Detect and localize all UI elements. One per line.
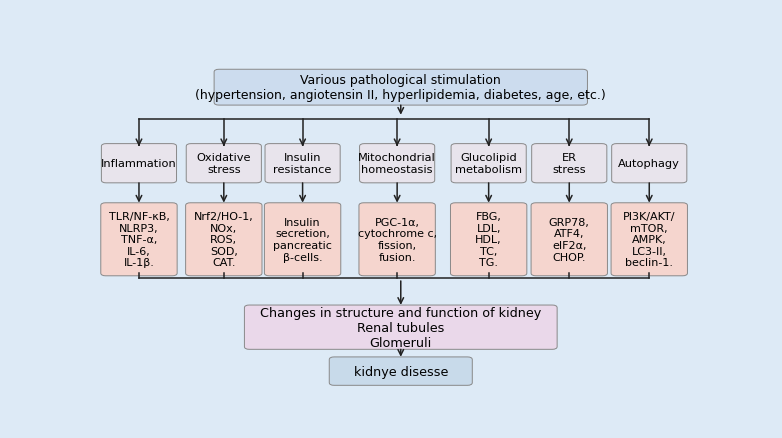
FancyBboxPatch shape bbox=[532, 144, 607, 184]
FancyBboxPatch shape bbox=[451, 144, 526, 184]
FancyBboxPatch shape bbox=[265, 144, 340, 184]
Text: Insulin
resistance: Insulin resistance bbox=[274, 153, 332, 175]
FancyBboxPatch shape bbox=[360, 144, 435, 184]
FancyBboxPatch shape bbox=[329, 357, 472, 385]
Text: GRP78,
ATF4,
eIF2α,
CHOP.: GRP78, ATF4, eIF2α, CHOP. bbox=[549, 217, 590, 262]
Text: Changes in structure and function of kidney
Renal tubules
Glomeruli: Changes in structure and function of kid… bbox=[260, 306, 541, 349]
FancyBboxPatch shape bbox=[245, 305, 557, 350]
FancyBboxPatch shape bbox=[186, 144, 261, 184]
Text: FBG,
LDL,
HDL,
TC,
TG.: FBG, LDL, HDL, TC, TG. bbox=[475, 212, 502, 268]
FancyBboxPatch shape bbox=[359, 203, 436, 276]
Text: Insulin
secretion,
pancreatic
β-cells.: Insulin secretion, pancreatic β-cells. bbox=[273, 217, 332, 262]
FancyBboxPatch shape bbox=[531, 203, 608, 276]
Text: PGC-1α,
cytochrome c,
fission,
fusion.: PGC-1α, cytochrome c, fission, fusion. bbox=[357, 217, 436, 262]
FancyBboxPatch shape bbox=[450, 203, 527, 276]
Text: PI3K/AKT/
mTOR,
AMPK,
LC3-II,
beclin-1.: PI3K/AKT/ mTOR, AMPK, LC3-II, beclin-1. bbox=[623, 212, 676, 268]
FancyBboxPatch shape bbox=[611, 203, 687, 276]
Text: ER
stress: ER stress bbox=[552, 153, 586, 175]
Text: Glucolipid
metabolism: Glucolipid metabolism bbox=[455, 153, 522, 175]
Text: Autophagy: Autophagy bbox=[619, 159, 680, 169]
Text: TLR/NF-κB,
NLRP3,
TNF-α,
IL-6,
IL-1β.: TLR/NF-κB, NLRP3, TNF-α, IL-6, IL-1β. bbox=[109, 212, 170, 268]
Text: Various pathological stimulation
(hypertension, angiotensin II, hyperlipidemia, : Various pathological stimulation (hypert… bbox=[196, 74, 606, 102]
Text: kidnye disesse: kidnye disesse bbox=[353, 365, 448, 378]
FancyBboxPatch shape bbox=[264, 203, 341, 276]
Text: Nrf2/HO-1,
NOx,
ROS,
SOD,
CAT.: Nrf2/HO-1, NOx, ROS, SOD, CAT. bbox=[194, 212, 253, 268]
FancyBboxPatch shape bbox=[214, 70, 587, 106]
Text: Inflammation: Inflammation bbox=[101, 159, 177, 169]
FancyBboxPatch shape bbox=[612, 144, 687, 184]
Text: Mitochondrial
homeostasis: Mitochondrial homeostasis bbox=[358, 153, 436, 175]
FancyBboxPatch shape bbox=[185, 203, 262, 276]
Text: Oxidative
stress: Oxidative stress bbox=[196, 153, 251, 175]
FancyBboxPatch shape bbox=[102, 144, 177, 184]
FancyBboxPatch shape bbox=[101, 203, 178, 276]
